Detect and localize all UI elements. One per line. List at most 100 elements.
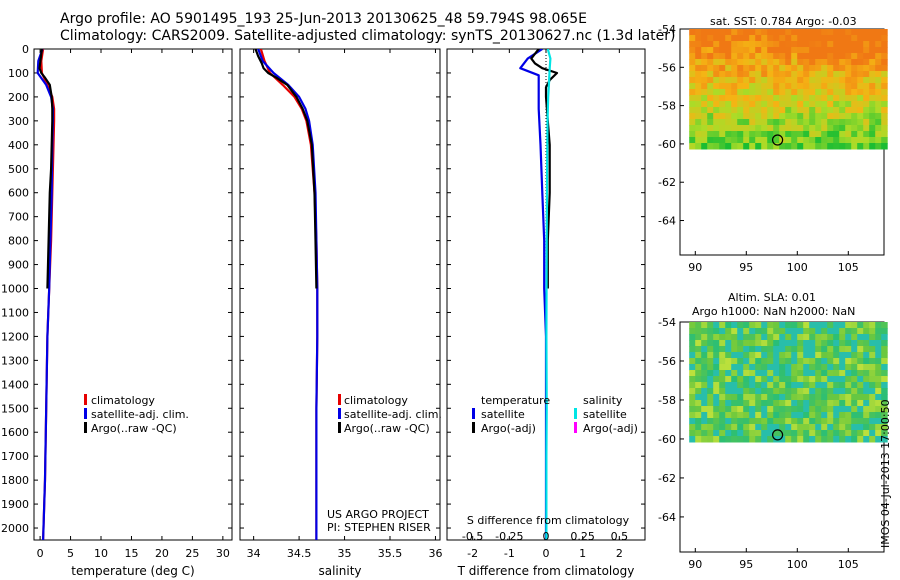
map-cell — [689, 412, 696, 419]
map-cell — [851, 65, 858, 72]
map-cell — [779, 418, 786, 425]
map-cell — [779, 83, 786, 90]
map-cell — [827, 430, 834, 437]
map-cell — [737, 424, 744, 431]
map-cell — [857, 412, 864, 419]
map-cell — [857, 394, 864, 401]
map-cell — [749, 340, 756, 347]
map-y-tick-label: -58 — [658, 394, 676, 407]
map-cell — [845, 47, 852, 54]
map-cell — [803, 436, 810, 443]
map-cell — [845, 406, 852, 413]
map-cell — [845, 388, 852, 395]
legend-swatch-satellite — [338, 408, 341, 419]
map-cell — [881, 125, 888, 132]
map-cell — [767, 400, 774, 407]
map-cell — [845, 328, 852, 335]
difference-y-ticks — [447, 48, 645, 529]
map-cell — [707, 406, 714, 413]
sla-map-axes: 90 95 100 105 -54 -56 -58 -60 -62 -64 — [658, 316, 859, 571]
map-cell — [719, 71, 726, 78]
depth-tick-label: 300 — [8, 115, 29, 128]
map-cell — [797, 65, 804, 72]
map-cell — [701, 424, 708, 431]
map-cell — [839, 394, 846, 401]
map-cell — [857, 35, 864, 42]
map-cell — [725, 334, 732, 341]
map-cell — [857, 65, 864, 72]
map-cell — [881, 83, 888, 90]
map-cell — [791, 340, 798, 347]
map-cell — [755, 352, 762, 359]
map-cell — [689, 71, 696, 78]
map-x-tick-label: 105 — [838, 261, 859, 274]
map-cell — [713, 59, 720, 66]
map-cell — [833, 346, 840, 353]
map-cell — [839, 53, 846, 60]
map-cell — [755, 101, 762, 108]
difference-x-axis: -2 -1 0 1 2 — [467, 49, 623, 560]
map-cell — [797, 125, 804, 132]
map-cell — [773, 382, 780, 389]
map-cell — [713, 382, 720, 389]
map-cell — [869, 89, 876, 96]
map-cell — [881, 376, 888, 383]
map-cell — [755, 95, 762, 102]
map-cell — [815, 143, 822, 150]
map-cell — [719, 388, 726, 395]
map-cell — [779, 89, 786, 96]
map-cell — [707, 77, 714, 84]
map-cell — [707, 101, 714, 108]
map-cell — [815, 65, 822, 72]
map-cell — [869, 95, 876, 102]
map-cell — [875, 346, 882, 353]
map-cell — [707, 424, 714, 431]
difference-legend: temperature salinity satellite Argo(-adj… — [472, 394, 638, 435]
map-cell — [743, 53, 750, 60]
map-cell — [845, 71, 852, 78]
map-cell — [839, 143, 846, 150]
depth-tick-label: 900 — [8, 259, 29, 272]
map-cell — [845, 394, 852, 401]
map-cell — [737, 352, 744, 359]
map-cell — [731, 406, 738, 413]
x-tick-label: 34.5 — [287, 547, 312, 560]
map-cell — [785, 131, 792, 138]
map-cell — [857, 352, 864, 359]
map-cell — [803, 340, 810, 347]
map-cell — [701, 382, 708, 389]
map-cell — [761, 71, 768, 78]
map-cell — [701, 418, 708, 425]
depth-tick-label: 1500 — [1, 402, 29, 415]
map-cell — [689, 430, 696, 437]
map-cell — [797, 424, 804, 431]
legend-title-temperature: temperature — [481, 394, 550, 407]
map-cell — [785, 406, 792, 413]
map-cell — [689, 41, 696, 48]
map-cell — [731, 65, 738, 72]
map-cell — [863, 412, 870, 419]
map-cell — [689, 47, 696, 54]
map-cell — [839, 125, 846, 132]
map-cell — [767, 430, 774, 437]
depth-tick-label: 2000 — [1, 522, 29, 535]
map-cell — [779, 35, 786, 42]
depth-tick-label: 500 — [8, 163, 29, 176]
sla-heatmap-cells — [689, 322, 888, 443]
map-cell — [749, 322, 756, 329]
map-cell — [719, 137, 726, 144]
map-cell — [779, 53, 786, 60]
map-cell — [719, 95, 726, 102]
map-cell — [857, 424, 864, 431]
map-cell — [773, 137, 780, 144]
map-cell — [833, 430, 840, 437]
map-cell — [773, 400, 780, 407]
legend-swatch-t-argo — [472, 422, 475, 433]
map-cell — [749, 388, 756, 395]
map-cell — [875, 388, 882, 395]
map-cell — [743, 143, 750, 150]
map-cell — [761, 412, 768, 419]
map-cell — [701, 358, 708, 365]
map-cell — [767, 364, 774, 371]
map-cell — [881, 334, 888, 341]
